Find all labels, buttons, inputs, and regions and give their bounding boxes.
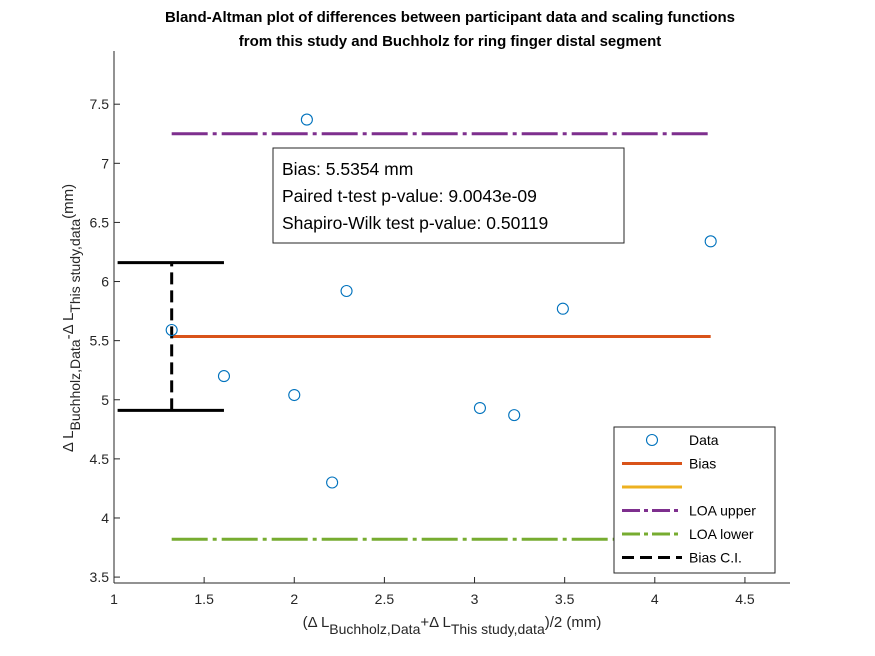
legend: Data Bias LOA upper LOA lower Bias C.I. [613, 426, 776, 574]
x-tick-label: 3 [471, 591, 479, 607]
plot-marks [117, 113, 717, 541]
x-axis-label-prefix: (Δ L [303, 614, 330, 631]
y-tick-label: 6.5 [90, 214, 110, 230]
y-tick-label: 5.5 [90, 333, 110, 349]
legend-label-4: LOA lower [689, 526, 754, 542]
chart-title-line-2: from this study and Buchholz for ring fi… [239, 33, 662, 50]
y-axis-label-prefix: Δ L [60, 430, 77, 452]
y-axis-label-sub2: This study,data [67, 219, 83, 313]
stats-box-frame [272, 147, 625, 244]
data-point [508, 409, 521, 422]
stats-shapiro-text: Shapiro-Wilk test p-value: 0.50119 [282, 213, 548, 233]
stats-ttest-text: Paired t-test p-value: 9.0043e-09 [282, 186, 537, 206]
data-point [217, 370, 231, 383]
x-axis-label-suffix: )/2 (mm) [545, 614, 602, 631]
x-tick-label: 1.5 [194, 591, 214, 607]
x-tick-label: 2.5 [375, 591, 395, 607]
y-tick-label: 7.5 [90, 96, 110, 112]
x-tick-label: 3.5 [555, 591, 575, 607]
data-point [300, 113, 313, 126]
data-point [556, 302, 569, 315]
data-point [473, 401, 486, 415]
legend-swatch-data-marker [645, 433, 659, 447]
data-point [340, 284, 353, 298]
x-axis-label-sub2: This study,data [451, 621, 545, 637]
y-tick-label: 4 [101, 510, 109, 526]
legend-label-1: Bias [689, 456, 716, 472]
x-tick-label: 2 [290, 591, 298, 607]
y-tick-label: 4.5 [90, 451, 110, 467]
x-tick-label: 4.5 [735, 591, 755, 607]
y-axis-label-suffix: (mm) [60, 184, 77, 219]
y-axis-label: Δ LBuchholz,Data-Δ LThis study,data(mm) [60, 184, 83, 452]
plot-axes: 1 1.5 2 2.5 3 3.5 4 4.5 3.5 4 4.5 5 5.5 6 6.5 7 7.5 [90, 51, 790, 607]
x-tick-label: 4 [651, 591, 659, 607]
y-axis-label-mid: -Δ L [60, 313, 77, 340]
y-tick-label: 7 [101, 155, 109, 171]
data-point [326, 476, 339, 489]
y-tick-label: 6 [101, 274, 109, 290]
stats-box: Bias: 5.5354 mm Paired t-test p-value: 9… [272, 147, 625, 244]
data-point [288, 388, 301, 402]
legend-label-3: LOA upper [689, 503, 756, 519]
stats-bias-text: Bias: 5.5354 mm [282, 159, 413, 179]
y-tick-label: 3.5 [90, 569, 110, 585]
data-point [165, 323, 178, 337]
y-tick-label: 5 [101, 392, 109, 408]
x-axis-label-mid: +Δ L [420, 614, 450, 631]
x-tick-label: 1 [110, 591, 118, 607]
legend-label-5: Bias C.I. [689, 550, 742, 566]
chart-title-line-1: Bland-Altman plot of differences between… [165, 9, 735, 26]
legend-frame [613, 426, 776, 574]
data-point [704, 235, 717, 248]
x-axis-label: (Δ LBuchholz,Data+Δ LThis study,data)/2 … [303, 614, 602, 637]
x-axis-label-sub1: Buchholz,Data [329, 621, 420, 637]
legend-label-0: Data [689, 432, 719, 448]
y-axis-label-sub1: Buchholz,Data [67, 339, 83, 430]
